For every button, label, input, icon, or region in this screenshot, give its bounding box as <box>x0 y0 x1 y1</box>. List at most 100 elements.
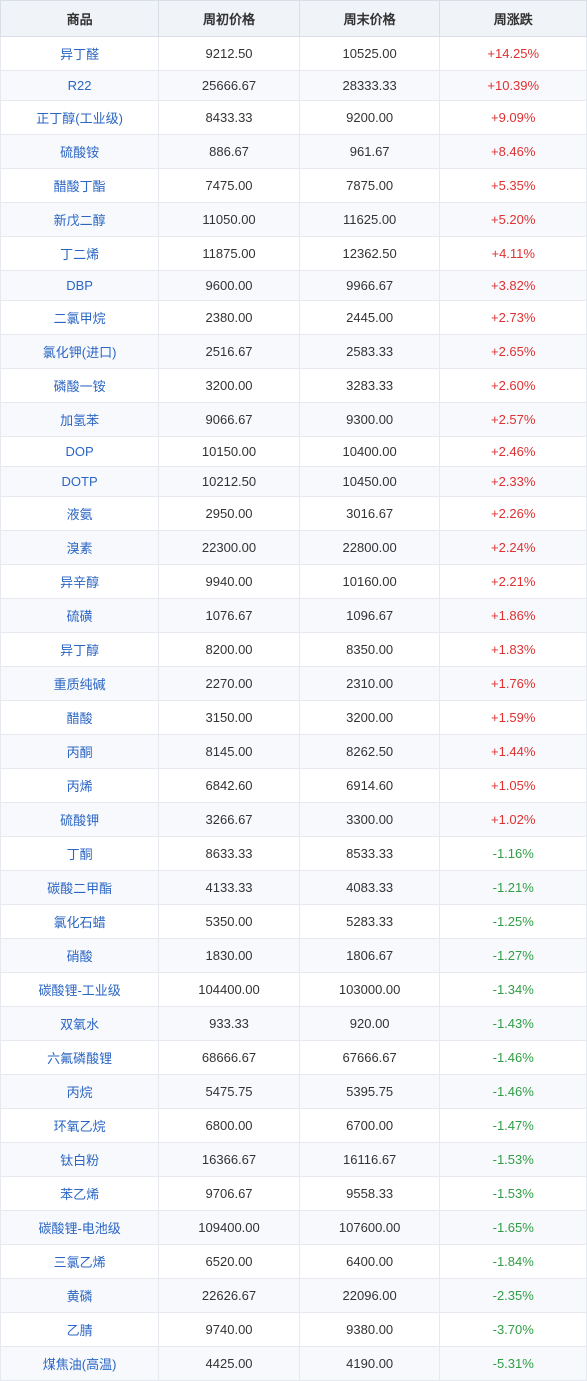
cell-change: -5.31% <box>440 1347 587 1381</box>
cell-start-price: 68666.67 <box>159 1041 300 1075</box>
col-start-price: 周初价格 <box>159 1 300 37</box>
cell-start-price: 7475.00 <box>159 169 300 203</box>
cell-product: 三氯乙烯 <box>1 1245 159 1279</box>
cell-change: -1.46% <box>440 1041 587 1075</box>
cell-start-price: 25666.67 <box>159 71 300 101</box>
col-product: 商品 <box>1 1 159 37</box>
table-row: 六氟磷酸锂68666.6767666.67-1.46% <box>1 1041 587 1075</box>
cell-product: 氯化钾(进口) <box>1 335 159 369</box>
table-row: 新戊二醇11050.0011625.00+5.20% <box>1 203 587 237</box>
cell-start-price: 22626.67 <box>159 1279 300 1313</box>
cell-product: 丙烷 <box>1 1075 159 1109</box>
cell-start-price: 8633.33 <box>159 837 300 871</box>
cell-end-price: 1806.67 <box>299 939 440 973</box>
cell-change: +2.21% <box>440 565 587 599</box>
cell-end-price: 10400.00 <box>299 437 440 467</box>
cell-product: 双氧水 <box>1 1007 159 1041</box>
cell-change: +9.09% <box>440 101 587 135</box>
cell-start-price: 9212.50 <box>159 37 300 71</box>
cell-end-price: 28333.33 <box>299 71 440 101</box>
table-row: 碳酸锂-电池级109400.00107600.00-1.65% <box>1 1211 587 1245</box>
cell-end-price: 7875.00 <box>299 169 440 203</box>
table-row: 乙腈9740.009380.00-3.70% <box>1 1313 587 1347</box>
cell-end-price: 8533.33 <box>299 837 440 871</box>
cell-start-price: 4133.33 <box>159 871 300 905</box>
cell-product: 磷酸一铵 <box>1 369 159 403</box>
table-row: 双氧水933.33920.00-1.43% <box>1 1007 587 1041</box>
cell-change: -1.34% <box>440 973 587 1007</box>
cell-product: 加氢苯 <box>1 403 159 437</box>
cell-product: 硫酸钾 <box>1 803 159 837</box>
cell-start-price: 886.67 <box>159 135 300 169</box>
cell-start-price: 10150.00 <box>159 437 300 467</box>
cell-start-price: 1076.67 <box>159 599 300 633</box>
cell-start-price: 5350.00 <box>159 905 300 939</box>
table-row: 三氯乙烯6520.006400.00-1.84% <box>1 1245 587 1279</box>
cell-end-price: 8262.50 <box>299 735 440 769</box>
cell-change: -1.65% <box>440 1211 587 1245</box>
cell-end-price: 22096.00 <box>299 1279 440 1313</box>
cell-change: +2.33% <box>440 467 587 497</box>
cell-product: 丁二烯 <box>1 237 159 271</box>
cell-start-price: 6520.00 <box>159 1245 300 1279</box>
cell-product: 六氟磷酸锂 <box>1 1041 159 1075</box>
cell-end-price: 9200.00 <box>299 101 440 135</box>
cell-product: 硫酸铵 <box>1 135 159 169</box>
table-row: 环氧乙烷6800.006700.00-1.47% <box>1 1109 587 1143</box>
cell-product: 碳酸二甲酯 <box>1 871 159 905</box>
table-row: 硫酸铵886.67961.67+8.46% <box>1 135 587 169</box>
table-row: 醋酸丁酯7475.007875.00+5.35% <box>1 169 587 203</box>
cell-product: 丙酮 <box>1 735 159 769</box>
cell-change: -1.21% <box>440 871 587 905</box>
cell-end-price: 6700.00 <box>299 1109 440 1143</box>
col-change: 周涨跌 <box>440 1 587 37</box>
cell-end-price: 10450.00 <box>299 467 440 497</box>
cell-end-price: 5395.75 <box>299 1075 440 1109</box>
cell-start-price: 2950.00 <box>159 497 300 531</box>
cell-end-price: 4083.33 <box>299 871 440 905</box>
cell-end-price: 920.00 <box>299 1007 440 1041</box>
cell-start-price: 6842.60 <box>159 769 300 803</box>
cell-change: +3.82% <box>440 271 587 301</box>
cell-change: +1.76% <box>440 667 587 701</box>
table-row: 异辛醇9940.0010160.00+2.21% <box>1 565 587 599</box>
cell-start-price: 2516.67 <box>159 335 300 369</box>
cell-start-price: 9940.00 <box>159 565 300 599</box>
cell-end-price: 961.67 <box>299 135 440 169</box>
table-row: 异丁醛9212.5010525.00+14.25% <box>1 37 587 71</box>
price-table: 商品 周初价格 周末价格 周涨跌 异丁醛9212.5010525.00+14.2… <box>0 0 587 1381</box>
cell-start-price: 9706.67 <box>159 1177 300 1211</box>
cell-product: DOP <box>1 437 159 467</box>
cell-product: 氯化石蜡 <box>1 905 159 939</box>
table-row: 加氢苯9066.679300.00+2.57% <box>1 403 587 437</box>
cell-end-price: 10160.00 <box>299 565 440 599</box>
cell-product: 苯乙烯 <box>1 1177 159 1211</box>
cell-product: 硝酸 <box>1 939 159 973</box>
table-row: 丁二烯11875.0012362.50+4.11% <box>1 237 587 271</box>
cell-change: +1.86% <box>440 599 587 633</box>
cell-start-price: 1830.00 <box>159 939 300 973</box>
cell-product: 硫磺 <box>1 599 159 633</box>
cell-change: -1.84% <box>440 1245 587 1279</box>
cell-end-price: 103000.00 <box>299 973 440 1007</box>
cell-start-price: 3150.00 <box>159 701 300 735</box>
cell-end-price: 67666.67 <box>299 1041 440 1075</box>
cell-end-price: 1096.67 <box>299 599 440 633</box>
cell-start-price: 8433.33 <box>159 101 300 135</box>
table-row: 钛白粉16366.6716116.67-1.53% <box>1 1143 587 1177</box>
cell-change: +2.24% <box>440 531 587 565</box>
cell-product: 碳酸锂-工业级 <box>1 973 159 1007</box>
cell-end-price: 22800.00 <box>299 531 440 565</box>
cell-product: 异丁醇 <box>1 633 159 667</box>
cell-product: 异丁醛 <box>1 37 159 71</box>
table-row: 氯化石蜡5350.005283.33-1.25% <box>1 905 587 939</box>
table-row: 磷酸一铵3200.003283.33+2.60% <box>1 369 587 403</box>
table-row: 硫磺1076.671096.67+1.86% <box>1 599 587 633</box>
cell-change: -2.35% <box>440 1279 587 1313</box>
cell-product: 碳酸锂-电池级 <box>1 1211 159 1245</box>
cell-start-price: 9600.00 <box>159 271 300 301</box>
cell-product: 重质纯碱 <box>1 667 159 701</box>
table-row: 重质纯碱2270.002310.00+1.76% <box>1 667 587 701</box>
cell-change: +1.59% <box>440 701 587 735</box>
cell-product: 新戊二醇 <box>1 203 159 237</box>
